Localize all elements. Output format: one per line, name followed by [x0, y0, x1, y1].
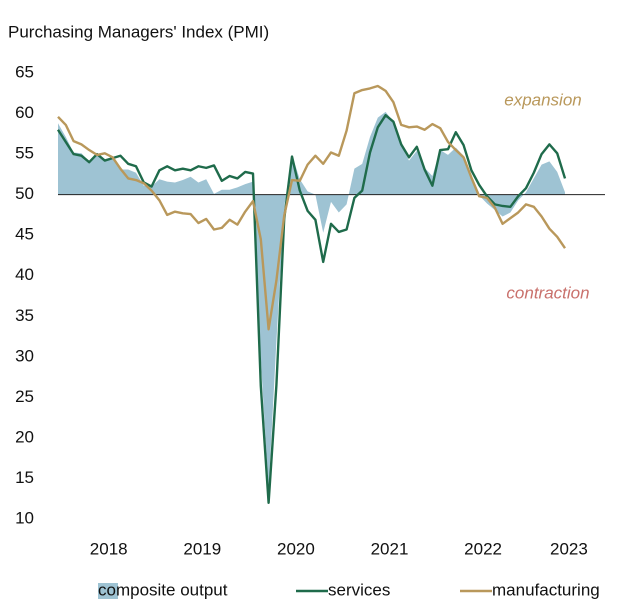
annotation: expansion — [504, 90, 582, 109]
legend-label: services — [328, 580, 390, 599]
y-tick-label: 55 — [15, 144, 34, 163]
y-tick-label: 50 — [15, 184, 34, 203]
x-tick-label: 2021 — [371, 539, 409, 558]
legend-label: manufacturing — [492, 580, 600, 599]
y-tick-label: 40 — [15, 265, 34, 284]
legend-label: composite output — [98, 580, 228, 599]
y-tick-label: 25 — [15, 387, 34, 406]
y-tick-label: 15 — [15, 468, 34, 487]
y-tick-label: 65 — [15, 62, 34, 81]
x-tick-label: 2022 — [464, 539, 502, 558]
x-tick-label: 2020 — [277, 539, 315, 558]
x-tick-label: 2019 — [183, 539, 221, 558]
y-tick-label: 10 — [15, 508, 34, 527]
y-tick-label: 30 — [15, 346, 34, 365]
y-tick-label: 35 — [15, 306, 34, 325]
legend-swatch — [98, 583, 118, 599]
series-line — [56, 113, 567, 504]
chart-title: Purchasing Managers' Index (PMI) — [8, 22, 269, 41]
x-tick-label: 2023 — [550, 539, 588, 558]
y-tick-label: 20 — [15, 427, 34, 446]
y-tick-label: 60 — [15, 103, 34, 122]
annotation: contraction — [506, 283, 589, 302]
series-line — [57, 84, 566, 331]
y-tick-label: 45 — [15, 225, 34, 244]
composite-area — [58, 111, 565, 490]
x-tick-label: 2018 — [90, 539, 128, 558]
